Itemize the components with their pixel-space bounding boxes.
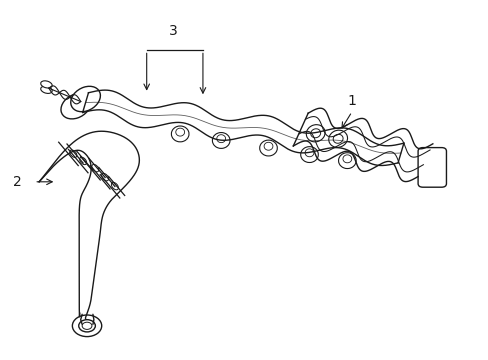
Ellipse shape xyxy=(111,183,118,190)
Text: 2: 2 xyxy=(13,175,22,189)
Text: 1: 1 xyxy=(347,94,356,108)
FancyBboxPatch shape xyxy=(417,148,446,187)
Ellipse shape xyxy=(80,157,86,165)
Ellipse shape xyxy=(92,165,99,172)
Text: 3: 3 xyxy=(169,24,178,38)
Ellipse shape xyxy=(70,150,77,157)
Ellipse shape xyxy=(41,86,52,93)
Ellipse shape xyxy=(102,174,108,181)
Ellipse shape xyxy=(41,81,52,88)
Ellipse shape xyxy=(61,94,90,119)
Ellipse shape xyxy=(71,86,100,112)
